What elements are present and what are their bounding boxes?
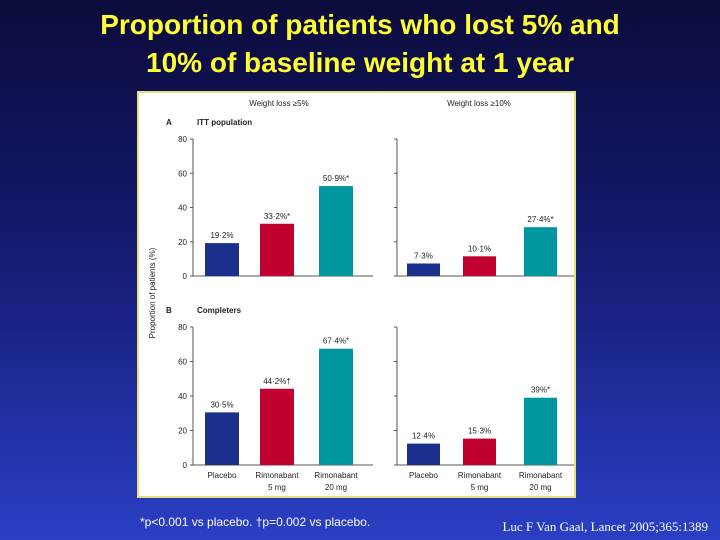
panel-1-ytick-label-4: 80 [178,135,187,144]
panel-3-ytick-label-0: 0 [183,461,188,470]
panel-4-x-label-3: Rimonabant [519,471,563,480]
panel-4-x-label-1: Placebo [409,471,438,480]
panel-1-bar-2 [260,223,294,276]
chart-svg: Proportion of patients (%) Weight loss ≥5… [148,99,574,492]
panel-3-x-label-1: Placebo [208,471,237,480]
panel-4-data-label-1: 12·4% [412,432,435,441]
panel-3-ytick-label-1: 20 [178,427,187,436]
panel-3-x-label-3-line2: 20 mg [325,483,347,492]
footnote: *p<0.001 vs placebo. †p=0.002 vs placebo… [140,515,371,529]
panel-1-data-label-3: 50·9%* [323,174,349,183]
column-header-5pct: Weight loss ≥5% [249,99,308,108]
panel-3-data-label-3: 67·4%* [323,337,349,346]
citation: Luc F Van Gaal, Lancet 2005;365:1389 [502,519,708,534]
column-header-10pct: Weight loss ≥10% [447,99,511,108]
panel-4-bar-2 [463,438,496,465]
slide-title: Proportion of patients who lost 5% and 1… [0,6,720,82]
panel-4-x-label-2-line2: 5 mg [471,483,489,492]
panel-3-x-label-2-line2: 5 mg [268,483,286,492]
panel-3-x-label-3: Rimonabant [314,471,358,480]
panel-1-ytick-label-1: 20 [178,238,187,247]
slide-title-line-2: 10% of baseline weight at 1 year [146,47,574,78]
panel-1-letter: A [166,118,172,127]
panel-1-label: ITT population [197,118,252,127]
slide-title-line-1: Proportion of patients who lost 5% and [100,9,620,40]
panel-4-x-label-3-line2: 20 mg [529,483,551,492]
panel-2-bar-2 [463,256,496,276]
panel-2-data-label-1: 7·3% [414,251,433,260]
panel-1-ytick-label-0: 0 [183,272,188,281]
panel-3-letter: B [166,306,172,315]
panel-2-bar-3 [524,227,557,276]
panel-1-data-label-2: 33·2%* [264,212,290,221]
chart-figure: Proportion of patients (%) Weight loss ≥5… [137,91,576,498]
panel-1-ytick-label-3: 60 [178,169,187,178]
panel-3-bar-3 [319,348,353,465]
y-axis-label: Proportion of patients (%) [148,247,157,338]
panel-2-bar-1 [407,263,440,276]
panel-3-ytick-label-2: 40 [178,392,187,401]
panel-3-label: Completers [197,306,242,315]
panel-4-bar-1 [407,443,440,465]
panel-1-data-label-1: 19·2% [210,231,233,240]
panel-3-x-label-2: Rimonabant [255,471,299,480]
panel-2-data-label-2: 10·1% [468,244,491,253]
panel-3-bar-1 [205,412,239,465]
panel-3-data-label-1: 30·5% [210,400,233,409]
panel-4-data-label-2: 15·3% [468,427,491,436]
panel-4-data-label-3: 39%* [531,386,550,395]
panel-3-ytick-label-4: 80 [178,323,187,332]
panel-3-bar-2 [260,388,294,465]
panel-4-x-label-2: Rimonabant [458,471,502,480]
panel-1-ytick-label-2: 40 [178,204,187,213]
panel-2-data-label-3: 27·4%* [527,215,553,224]
panel-1-bar-3 [319,186,353,276]
panel-1-bar-1 [205,243,239,276]
panel-3-data-label-2: 44·2%† [263,377,291,386]
panel-4-bar-3 [524,397,557,465]
panel-3-ytick-label-3: 60 [178,358,187,367]
